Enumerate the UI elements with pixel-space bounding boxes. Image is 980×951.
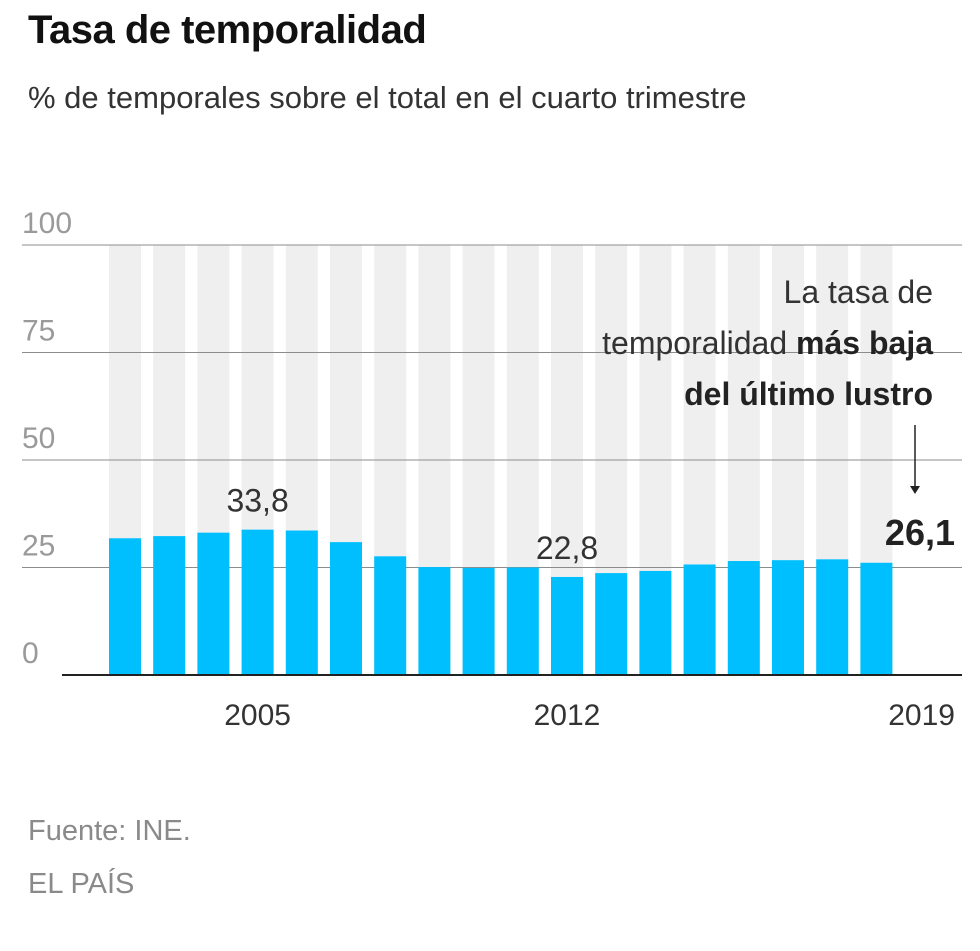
bar: [639, 570, 672, 675]
bar: [330, 542, 362, 675]
y-tick-label: 0: [22, 637, 39, 670]
bar: [153, 536, 186, 675]
y-tick-label: 75: [22, 315, 55, 348]
annotation-line-1: La tasa de: [784, 274, 933, 310]
bar: [462, 567, 495, 675]
bar: [285, 530, 318, 675]
x-tick-label: 2005: [224, 699, 291, 732]
bar: [374, 556, 407, 675]
bar: [816, 559, 849, 675]
chart-subtitle: % de temporales sobre el total en el cua…: [28, 80, 747, 115]
x-tick-label: 2012: [534, 699, 601, 732]
bar: [860, 562, 893, 675]
bar: [197, 532, 230, 675]
y-tick-label: 25: [22, 530, 55, 563]
annotation-line-2-normal: temporalidad: [602, 325, 796, 361]
annotation-arrow-head: [910, 486, 920, 494]
value-label: 22,8: [536, 530, 598, 566]
value-label: 33,8: [226, 483, 288, 519]
bar: [551, 576, 583, 675]
y-tick-label: 50: [22, 422, 55, 455]
chart-title: Tasa de temporalidad: [28, 8, 427, 52]
bar: [595, 573, 628, 675]
annotation-line-2-bold: más baja: [796, 325, 933, 361]
y-tick-labels: 0 25 50 75 100: [22, 207, 72, 670]
bar: [683, 564, 716, 675]
y-tick-label: 100: [22, 207, 72, 240]
bars: [109, 529, 893, 675]
annotation: La tasa de temporalidad más baja del últ…: [602, 274, 933, 494]
x-tick-labels: 2005 2012 2019: [224, 699, 955, 732]
source-note: Fuente: INE.: [28, 815, 191, 847]
bar: [727, 561, 760, 675]
annotation-line-2: temporalidad más baja: [602, 325, 933, 361]
value-label: 26,1: [885, 512, 955, 553]
bar: [772, 560, 804, 675]
bar: [109, 538, 141, 675]
bar: [418, 567, 451, 675]
bar: [241, 529, 274, 675]
x-tick-label: 2019: [888, 699, 955, 732]
annotation-line-3: del último lustro: [684, 376, 933, 412]
value-labels: 33,8 22,8 26,1: [226, 483, 955, 566]
bar: [506, 567, 539, 675]
brand-logo-text: EL PAÍS: [28, 868, 135, 900]
